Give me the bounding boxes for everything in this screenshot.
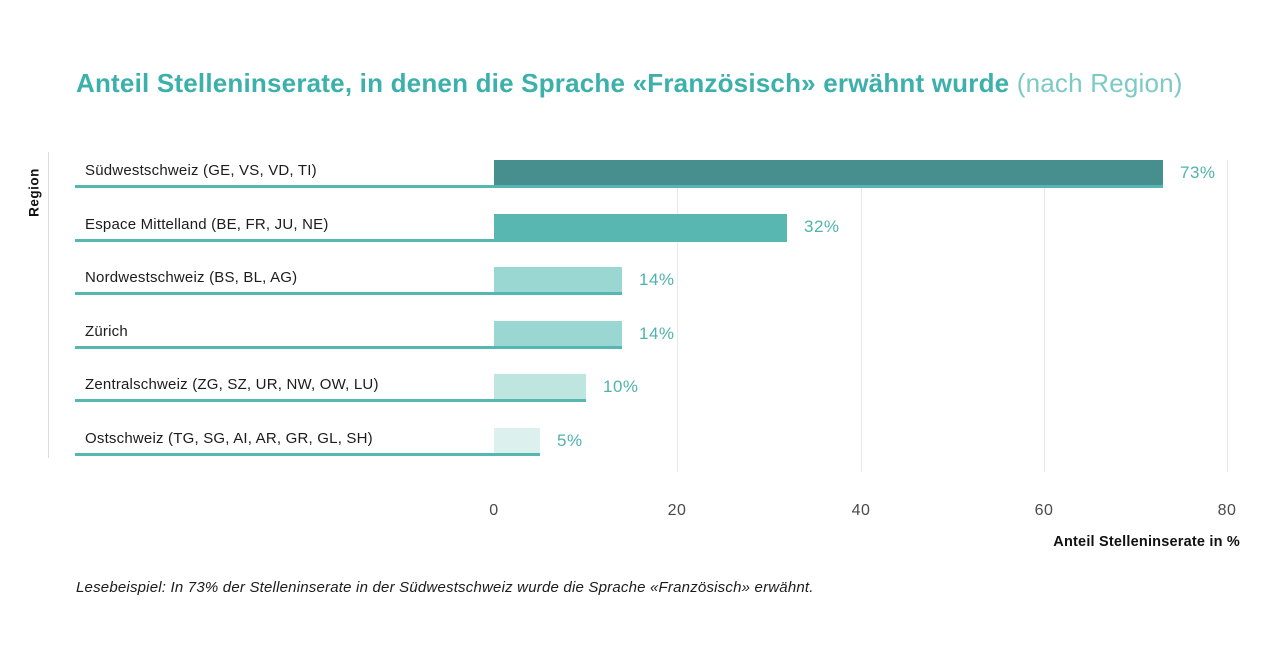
x-tick-60: 60 xyxy=(1034,502,1054,519)
bar-value: 14% xyxy=(639,270,675,289)
bar xyxy=(494,214,787,239)
bar-label: Südwestschweiz (GE, VS, VD, TI) xyxy=(85,162,317,179)
bar-row: Zürich 14% xyxy=(0,321,722,349)
x-tick-80: 80 xyxy=(1217,502,1237,519)
bar xyxy=(494,160,1163,185)
bar-row: Zentralschweiz (ZG, SZ, UR, NW, OW, LU) 1… xyxy=(0,374,686,402)
gridline-x-20 xyxy=(677,160,678,472)
bar-value: 14% xyxy=(639,324,675,343)
bar-row: Nordwestschweiz (BS, BL, AG) 14% xyxy=(0,267,722,295)
bar xyxy=(494,267,622,292)
bar-underline xyxy=(75,399,586,402)
bar-label: Zentralschweiz (ZG, SZ, UR, NW, OW, LU) xyxy=(85,376,379,393)
bar xyxy=(494,374,586,399)
bar-label: Espace Mittelland (BE, FR, JU, NE) xyxy=(85,216,329,233)
bar-row: Südwestschweiz (GE, VS, VD, TI) 73% xyxy=(0,160,1263,188)
y-axis-line xyxy=(48,152,49,458)
gridline-x-40 xyxy=(861,160,862,472)
footnote: Lesebeispiel: In 73% der Stelleninserate… xyxy=(76,579,814,596)
bar xyxy=(494,428,540,453)
bar-row: Ostschweiz (TG, SG, AI, AR, GR, GL, SH) 5… xyxy=(0,428,640,456)
bar-value: 10% xyxy=(603,377,639,396)
bar xyxy=(494,321,622,346)
bar-underline xyxy=(75,292,622,295)
bar-underline xyxy=(75,346,622,349)
bar-label: Nordwestschweiz (BS, BL, AG) xyxy=(85,269,298,286)
bar-underline xyxy=(75,239,787,242)
bar-row: Espace Mittelland (BE, FR, JU, NE) 32% xyxy=(0,214,887,242)
bar-value: 32% xyxy=(804,217,840,236)
bar-value: 73% xyxy=(1180,163,1216,182)
bar-value: 5% xyxy=(557,431,583,450)
page-title: Anteil Stelleninserate, in denen die Spr… xyxy=(76,68,1256,98)
page-title-main: Anteil Stelleninserate, in denen die Spr… xyxy=(76,68,1010,98)
bar-label: Zürich xyxy=(85,323,128,340)
x-axis-title: Anteil Stelleninserate in % xyxy=(1053,534,1240,550)
bar-underline xyxy=(75,185,1163,188)
x-tick-0: 0 xyxy=(489,502,499,519)
bar-underline xyxy=(75,453,540,456)
bar-label: Ostschweiz (TG, SG, AI, AR, GR, GL, SH) xyxy=(85,430,373,447)
x-tick-40: 40 xyxy=(851,502,871,519)
x-tick-20: 20 xyxy=(667,502,687,519)
gridline-x-80 xyxy=(1227,160,1228,472)
page-title-suffix: (nach Region) xyxy=(1009,68,1183,98)
gridline-x-60 xyxy=(1044,160,1045,472)
